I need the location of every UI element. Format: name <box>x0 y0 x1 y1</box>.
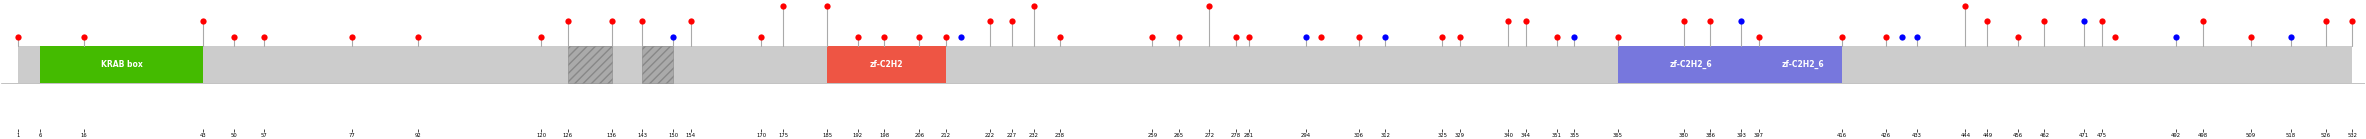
Bar <box>568 46 613 83</box>
Bar <box>1763 46 1843 83</box>
Bar <box>1618 46 1763 83</box>
Text: zf-C2H2_6: zf-C2H2_6 <box>1782 60 1824 69</box>
Bar <box>828 46 946 83</box>
Text: KRAB box: KRAB box <box>102 60 142 69</box>
Bar <box>19 46 2352 83</box>
Bar <box>40 46 203 83</box>
Text: zf-C2H2_6: zf-C2H2_6 <box>1670 60 1713 69</box>
Bar <box>644 46 674 83</box>
Text: zf-C2H2: zf-C2H2 <box>871 60 904 69</box>
